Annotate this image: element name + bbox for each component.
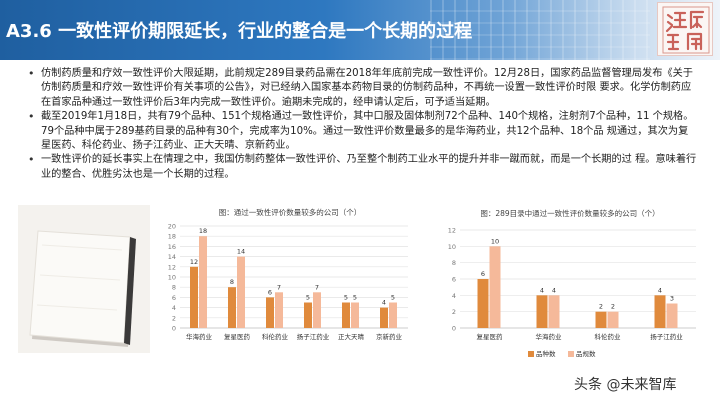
x-tick-label: 科伦药业: [595, 332, 622, 341]
y-tick-label: 6: [452, 276, 456, 284]
data-label: 2: [611, 303, 615, 311]
x-tick-label: 复星医药: [224, 332, 251, 341]
data-label: 10: [491, 237, 499, 245]
data-label: 7: [277, 283, 281, 291]
legend-label: 品种数: [536, 349, 556, 358]
bar: [477, 279, 489, 328]
x-tick-label: 科伦药业: [262, 332, 289, 341]
data-label: 6: [268, 288, 272, 296]
x-tick-label: 京新药业: [376, 332, 403, 341]
y-tick-label: 18: [168, 233, 176, 241]
x-tick-label: 正大天晴: [338, 332, 365, 341]
data-label: 3: [670, 295, 674, 303]
data-label: 6: [481, 270, 485, 278]
bar: [275, 292, 283, 328]
bullet-item: 截至2019年1月18日，共有79个品种、151个规格通过一致性评价，其中口服及…: [28, 110, 698, 153]
bar: [342, 302, 350, 328]
bar: [313, 292, 321, 328]
legend-swatch: [528, 351, 534, 357]
bar: [595, 311, 607, 328]
data-label: 2: [599, 303, 603, 311]
x-tick-label: 复星医药: [477, 332, 504, 341]
data-label: 4: [382, 299, 386, 307]
data-label: 8: [230, 278, 234, 286]
data-label: 4: [658, 286, 662, 294]
x-tick-label: 扬子江药业: [650, 332, 683, 341]
y-tick-label: 16: [168, 243, 176, 251]
y-tick-label: 4: [172, 304, 176, 312]
y-tick-label: 2: [172, 314, 176, 322]
chart-top-companies: 图：通过一致性评价数量较多的公司（个） 0 2 4 6 8 10 12 14 16 18 20 12 18…: [158, 204, 410, 364]
notebook-image: [18, 205, 150, 353]
data-label: 4: [552, 286, 556, 294]
bar: [199, 236, 207, 328]
data-label: 18: [199, 227, 207, 235]
bar: [351, 302, 359, 328]
bar: [304, 302, 312, 328]
y-tick-label: 10: [168, 274, 176, 282]
x-tick-label: 扬子江药业: [297, 332, 330, 341]
legend-swatch: [568, 351, 574, 357]
chart-title: 图：通过一致性评价数量较多的公司（个）: [219, 207, 362, 217]
bullet-list: 仿制药质量和疗效一致性评价大限延期，此前规定289目录药品需在2018年年底前完…: [28, 67, 698, 182]
y-tick-label: 14: [168, 253, 176, 261]
data-label: 5: [344, 294, 348, 302]
footer-watermark: 头条 @未来智库: [574, 377, 677, 393]
bar: [489, 246, 501, 328]
y-tick-label: 0: [172, 325, 176, 333]
bar: [536, 295, 548, 328]
y-tick-label: 10: [448, 243, 456, 251]
bar: [548, 295, 560, 328]
y-tick-label: 6: [172, 294, 176, 302]
bar: [380, 307, 388, 328]
y-tick-label: 4: [452, 292, 456, 300]
bar: [666, 303, 678, 328]
chart-title: 图：289目录中通过一致性评价数量较多的公司（个）: [480, 208, 659, 218]
legend-label: 品规数: [576, 349, 596, 358]
bar: [389, 302, 397, 328]
x-tick-label: 华海药业: [536, 332, 563, 341]
bullet-item: 一致性评价的延长事实上在情理之中，我国仿制药整体一致性评价、乃至整个制药工业水平…: [28, 153, 698, 182]
y-tick-label: 8: [172, 284, 176, 292]
brand-logo: [657, 2, 713, 56]
bar: [654, 295, 666, 328]
y-tick-label: 20: [168, 223, 176, 231]
bar: [190, 266, 198, 328]
data-label: 4: [540, 286, 544, 294]
chart-289-companies: 图：289目录中通过一致性评价数量较多的公司（个） 0 2 4 6 8 10 12 6 10 复星医…: [440, 208, 700, 368]
y-tick-label: 0: [452, 325, 456, 333]
x-tick-label: 华海药业: [186, 332, 213, 341]
y-tick-label: 12: [168, 263, 176, 271]
data-label: 12: [190, 258, 198, 266]
bar: [237, 256, 245, 328]
data-label: 14: [237, 248, 245, 256]
header-decoration: [430, 0, 650, 60]
slide-header: A3.6 一致性评价期限延长，行业的整合是一个长期的过程: [0, 0, 720, 60]
bar: [607, 311, 619, 328]
bar: [228, 287, 236, 328]
slide-title: A3.6 一致性评价期限延长，行业的整合是一个长期的过程: [6, 21, 473, 42]
data-label: 5: [353, 294, 357, 302]
data-label: 5: [306, 294, 310, 302]
bullet-item: 仿制药质量和疗效一致性评价大限延期，此前规定289目录药品需在2018年年底前完…: [28, 67, 698, 110]
data-label: 7: [315, 283, 319, 291]
data-label: 5: [391, 294, 395, 302]
y-tick-label: 12: [448, 227, 456, 235]
bar: [266, 297, 274, 328]
y-tick-label: 2: [452, 308, 456, 316]
y-tick-label: 8: [452, 259, 456, 267]
